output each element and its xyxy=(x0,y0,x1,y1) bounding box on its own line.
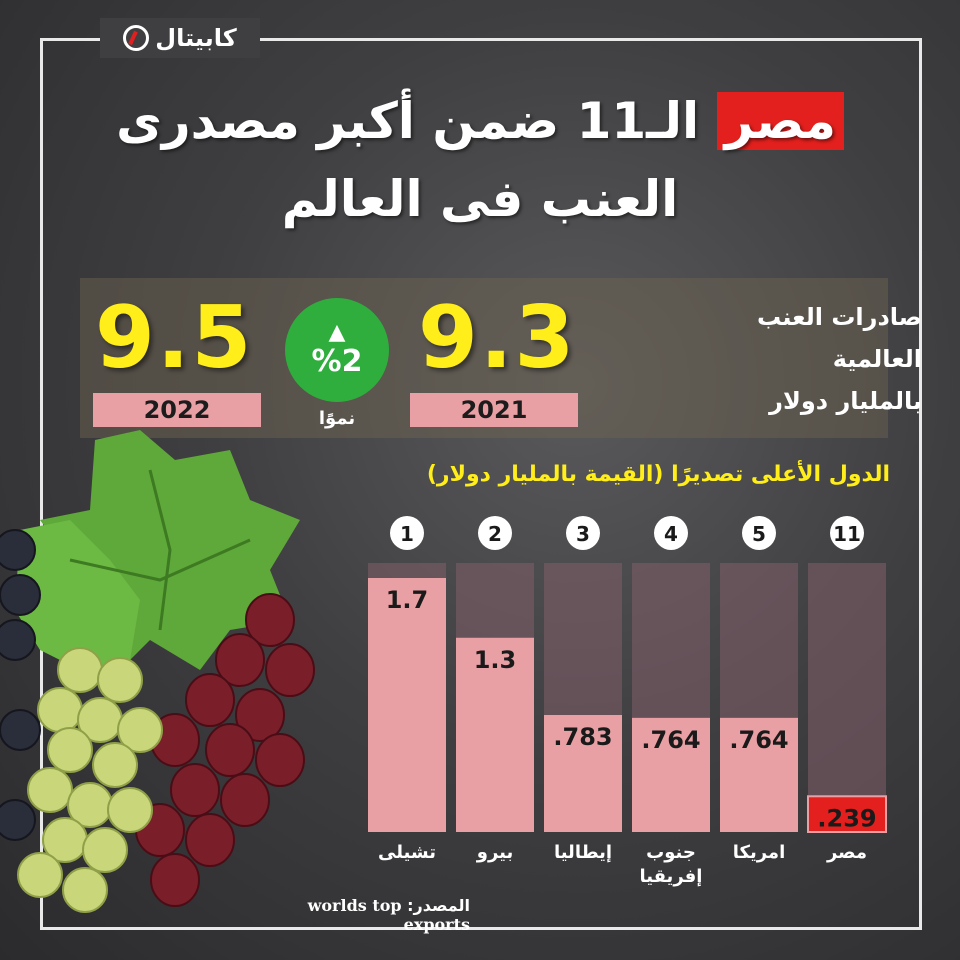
rank-label: 11 xyxy=(833,522,861,546)
source-text: worlds top exports xyxy=(307,896,470,934)
bar xyxy=(456,637,534,832)
bar xyxy=(544,715,622,832)
category-label: إفريقيا xyxy=(640,866,703,887)
category-label: مصر xyxy=(826,842,867,863)
rank-badge xyxy=(830,516,864,550)
grapes-illustration xyxy=(0,430,315,913)
bar-value-label: .783 xyxy=(553,723,612,751)
bar-value-label: .764 xyxy=(729,726,788,754)
growth-badge: ▲ %2 xyxy=(285,298,389,402)
logo: كابيتال xyxy=(100,18,260,58)
stats-label: صادرات العنب العالمية بالمليار دولار xyxy=(722,296,922,422)
page-title-line-2: العنب فى العالم xyxy=(281,170,679,228)
rank-label: 5 xyxy=(752,522,766,546)
rank-badge xyxy=(566,516,600,550)
rank-badge xyxy=(742,516,776,550)
category-label: امريكا xyxy=(733,842,786,863)
stats-label-line: بالمليار دولار xyxy=(769,387,922,415)
growth-label: نموًا xyxy=(318,408,356,429)
dark-grapes xyxy=(0,529,41,841)
bar-track xyxy=(808,563,886,832)
grape-leaves xyxy=(15,430,300,670)
source-note: المصدر: worlds top exports xyxy=(240,896,470,934)
category-label: بيرو xyxy=(476,842,514,863)
rank-badge xyxy=(478,516,512,550)
bar-value-label: .239 xyxy=(817,804,876,832)
year-2021: 2021 xyxy=(410,393,578,427)
logo-icon xyxy=(123,25,150,51)
bar xyxy=(807,795,887,833)
year-2022: 2022 xyxy=(93,393,261,427)
rank-badge xyxy=(390,516,424,550)
stats-label-line: صادرات العنب xyxy=(756,303,922,331)
source-label: المصدر: xyxy=(407,896,470,915)
logo-text: كابيتال xyxy=(155,24,237,52)
green-grapes xyxy=(17,647,163,913)
bar xyxy=(632,717,710,832)
frame-border xyxy=(40,38,922,930)
rank-label: 1 xyxy=(400,522,414,546)
chart-title: الدول الأعلى تصديرًا (القيمة بالمليار دو… xyxy=(426,462,890,487)
value-2022: 9.5 xyxy=(95,288,254,388)
bar xyxy=(720,717,798,832)
category-label: إيطاليا xyxy=(554,842,612,863)
page-title-line-1: مصر الـ11 ضمن أكبر مصدرى xyxy=(110,92,850,150)
title-line-1-text: الـ11 ضمن أكبر مصدرى xyxy=(116,92,700,150)
stats-label-line: العالمية xyxy=(832,345,922,373)
category-label: جنوب xyxy=(646,842,696,863)
bar xyxy=(368,578,446,832)
growth-value: %2 xyxy=(311,343,363,379)
value-2021: 9.3 xyxy=(418,288,577,388)
category-label: تشيلى xyxy=(378,842,436,863)
bar-value-label: 1.7 xyxy=(386,586,429,614)
arrow-up-icon: ▲ xyxy=(328,319,346,345)
rank-label: 4 xyxy=(664,522,678,546)
rank-label: 3 xyxy=(576,522,590,546)
rank-badge xyxy=(654,516,688,550)
rank-label: 2 xyxy=(488,522,502,546)
bar-value-label: .764 xyxy=(641,726,700,754)
bar-value-label: 1.3 xyxy=(474,646,517,674)
title-highlight: مصر xyxy=(716,92,844,150)
